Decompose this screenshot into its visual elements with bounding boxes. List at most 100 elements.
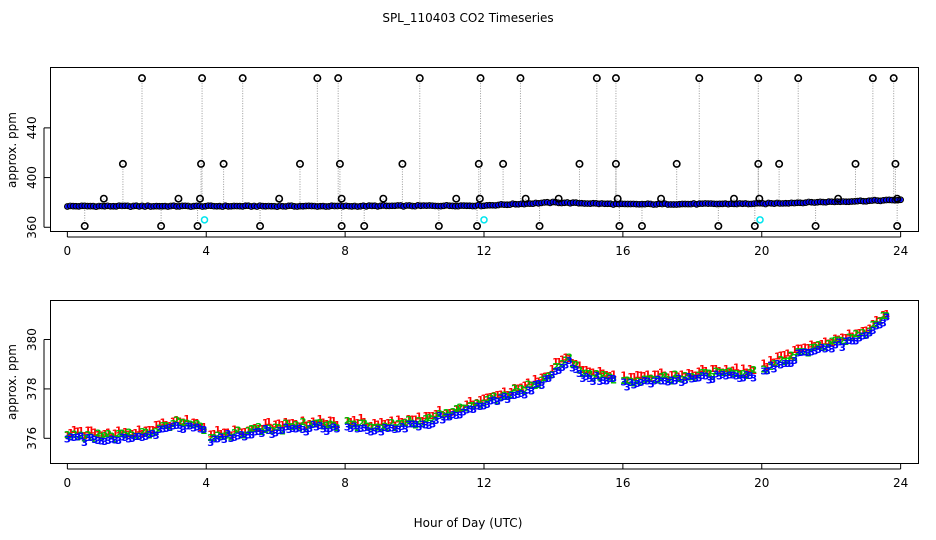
bottom-marker-1: 1: [508, 387, 515, 398]
bottom-marker-1: 1: [269, 424, 276, 435]
bottom-marker-1: 1: [334, 420, 341, 431]
bottom-marker-3: 3: [330, 423, 337, 434]
bottom-marker-3: 3: [282, 422, 289, 433]
bottom-marker-3: 3: [245, 431, 252, 442]
bottom-marker-1: 1: [801, 342, 808, 353]
bottom-marker-1: 1: [788, 352, 795, 363]
bottom-marker-3: 3: [569, 363, 576, 374]
bottom-marker-2: 2: [105, 429, 112, 440]
bottom-marker-2: 2: [214, 430, 221, 441]
bottom-marker-1: 1: [542, 371, 549, 382]
bottom-marker-2: 2: [241, 431, 248, 442]
bottom-marker-2: 2: [637, 377, 644, 388]
bottom-marker-2: 2: [832, 336, 839, 347]
bottom-marker-2: 2: [446, 411, 453, 422]
bottom-marker-2: 2: [450, 407, 457, 418]
bottom-marker-2: 2: [644, 374, 651, 385]
bottom-marker-1: 1: [207, 429, 214, 440]
top-spike-marker-high_spikes-1: [198, 74, 207, 83]
bottom-marker-3: 3: [378, 427, 385, 438]
bottom-marker-1: 1: [214, 425, 221, 436]
top-spike-marker-mid_spikes-8: [575, 159, 584, 168]
bottom-marker-3: 3: [682, 376, 689, 387]
bottom-marker-1: 1: [330, 416, 337, 427]
bottom-marker-2: 2: [139, 427, 146, 438]
bottom-marker-1: 1: [265, 417, 272, 428]
bottom-marker-2: 2: [764, 366, 771, 377]
bottom-marker-2: 2: [695, 371, 702, 382]
bottom-marker-2: 2: [477, 401, 484, 412]
bottom-marker-1: 1: [299, 416, 306, 427]
bottom-marker-1: 1: [760, 358, 767, 369]
bottom-marker-2: 2: [71, 430, 78, 441]
bottom-marker-2: 2: [282, 418, 289, 429]
bottom-marker-3: 3: [187, 421, 194, 432]
top-spike-marker-small_spikes-0: [99, 194, 108, 203]
bottom-marker-3: 3: [453, 411, 460, 422]
bottom-marker-3: 3: [347, 424, 354, 435]
bottom-marker-3: 3: [156, 425, 163, 436]
bottom-marker-1: 1: [467, 396, 474, 407]
bottom-marker-2: 2: [98, 432, 105, 443]
bottom-marker-1: 1: [443, 408, 450, 419]
bottom-marker-1: 1: [538, 373, 545, 384]
p1-ytick-label-1: 378: [25, 377, 39, 400]
bottom-marker-2: 2: [795, 347, 802, 358]
bottom-marker-3: 3: [388, 423, 395, 434]
bottom-marker-2: 2: [142, 428, 149, 439]
bottom-marker-2: 2: [771, 359, 778, 370]
bottom-marker-1: 1: [743, 367, 750, 378]
bottom-marker-3: 3: [859, 331, 866, 342]
bottom-marker-2: 2: [84, 430, 91, 441]
bottom-marker-3: 3: [289, 424, 296, 435]
bottom-marker-2: 2: [675, 374, 682, 385]
bottom-marker-1: 1: [258, 424, 265, 435]
bottom-marker-2: 2: [706, 368, 713, 379]
bottom-marker-3: 3: [381, 423, 388, 434]
bottom-marker-1: 1: [289, 418, 296, 429]
bottom-marker-3: 3: [637, 378, 644, 389]
bottom-marker-1: 1: [392, 420, 399, 431]
bottom-marker-1: 1: [634, 370, 641, 381]
bottom-marker-3: 3: [149, 429, 156, 440]
bottom-marker-3: 3: [139, 433, 146, 444]
bottom-marker-1: 1: [487, 392, 494, 403]
bottom-marker-3: 3: [764, 366, 771, 377]
bottom-marker-2: 2: [876, 316, 883, 327]
bottom-marker-2: 2: [542, 373, 549, 384]
bottom-marker-1: 1: [853, 328, 860, 339]
bottom-marker-2: 2: [211, 433, 218, 444]
bottom-marker-2: 2: [501, 391, 508, 402]
top-spike-marker-high_spikes-13: [868, 74, 877, 83]
bottom-marker-3: 3: [866, 329, 873, 340]
bottom-marker-2: 2: [866, 326, 873, 337]
bottom-marker-3: 3: [395, 425, 402, 436]
bottom-marker-1: 1: [825, 339, 832, 350]
bottom-marker-2: 2: [566, 352, 573, 363]
bottom-marker-3: 3: [760, 366, 767, 377]
bottom-marker-1: 1: [716, 366, 723, 377]
bottom-marker-3: 3: [95, 436, 102, 447]
bottom-marker-3: 3: [743, 370, 750, 381]
bottom-marker-2: 2: [166, 423, 173, 434]
bottom-marker-3: 3: [221, 435, 228, 446]
bottom-marker-3: 3: [334, 425, 341, 436]
bottom-marker-2: 2: [726, 366, 733, 377]
bottom-marker-3: 3: [801, 348, 808, 359]
bottom-marker-1: 1: [637, 371, 644, 382]
bottom-marker-1: 1: [166, 421, 173, 432]
bottom-marker-3: 3: [726, 371, 733, 382]
bottom-marker-1: 1: [293, 419, 300, 430]
bottom-marker-1: 1: [108, 431, 115, 442]
bottom-marker-2: 2: [453, 404, 460, 415]
bottom-marker-3: 3: [67, 432, 74, 443]
top-spike-marker-mid_spikes-11: [754, 159, 763, 168]
bottom-marker-1: 1: [829, 338, 836, 349]
bottom-marker-3: 3: [822, 344, 829, 355]
bottom-marker-2: 2: [426, 413, 433, 424]
bottom-marker-1: 1: [562, 353, 569, 364]
bottom-marker-3: 3: [122, 433, 129, 444]
bottom-marker-1: 1: [286, 419, 293, 430]
bottom-marker-1: 1: [306, 419, 313, 430]
bottom-marker-1: 1: [224, 428, 231, 439]
